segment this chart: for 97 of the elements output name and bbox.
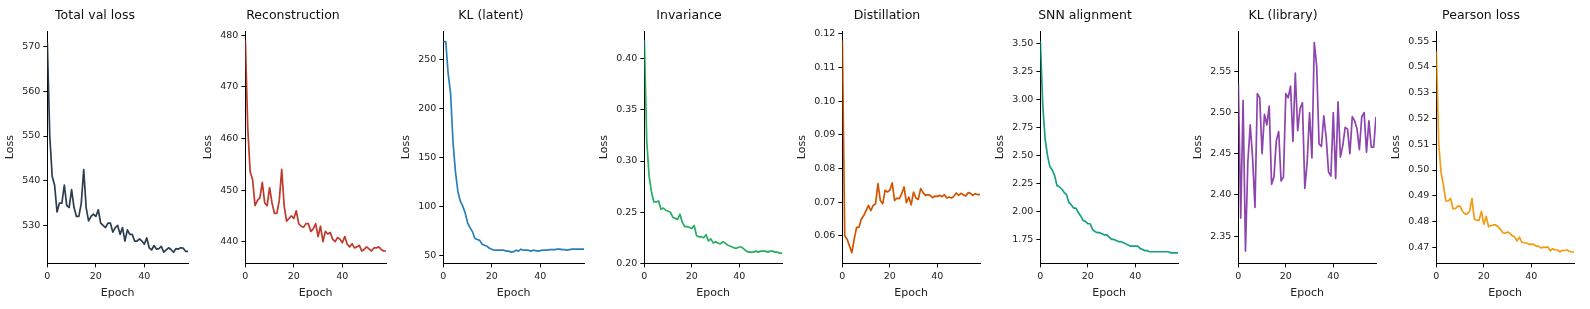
y-tick-label: 0.40 [616,52,638,64]
y-tick-label: 2.45 [1210,147,1232,159]
y-tick-label: 0.49 [1408,189,1430,201]
x-tick-label: 20 [1081,269,1094,281]
x-tick-label: 20 [1279,269,1292,281]
y-tick-label: 570 [22,40,41,52]
y-tick-label: 480 [220,28,239,40]
y-tick-label: 0.53 [1408,86,1430,98]
x-tick-label: 40 [1327,269,1340,281]
y-tick-label: 0.54 [1408,60,1430,72]
y-tick-label: 0.20 [616,256,638,268]
y-tick-label: 0.50 [1408,163,1430,175]
x-axis-title: Epoch [298,286,333,300]
y-tick-label: 0.11 [814,60,836,72]
x-tick-label: 40 [138,269,151,281]
y-tick-label: 200 [418,101,437,113]
y-tick-label: 3.50 [1012,36,1034,48]
x-tick-label: 0 [1235,269,1242,281]
x-tick-label: 20 [883,269,896,281]
x-axis-title: Epoch [1488,286,1523,300]
x-tick-label: 20 [685,269,698,281]
x-axis-title: Epoch [1290,286,1325,300]
x-tick-label: 20 [485,269,498,281]
y-tick-label: 0.06 [814,229,836,241]
y-tick-label: 2.35 [1210,229,1232,241]
y-tick-label: 2.25 [1012,176,1034,188]
y-tick-label: 0.09 [814,128,836,140]
x-tick-label: 0 [839,269,846,281]
y-tick-label: 440 [220,235,239,247]
x-tick-label: 40 [1525,269,1538,281]
chart-title: KL (latent) [458,6,524,22]
y-tick-label: 0.35 [616,103,638,115]
y-tick-label: 0.48 [1408,215,1430,227]
x-tick-label: 20 [1477,269,1490,281]
x-axis-title: Epoch [1092,286,1127,300]
y-tick-label: 2.50 [1210,106,1232,118]
chart-title: Distillation [853,6,921,22]
x-tick-label: 40 [336,269,349,281]
y-axis-title: Loss [399,134,413,160]
y-tick-label: 0.51 [1408,137,1430,149]
y-tick-label: 0.08 [814,161,836,173]
y-tick-label: 550 [22,129,41,141]
x-tick-label: 20 [89,269,102,281]
y-tick-label: 0.10 [814,94,836,106]
x-tick-label: 40 [534,269,547,281]
x-tick-label: 40 [1129,269,1142,281]
x-tick-label: 0 [641,269,648,281]
x-tick-label: 20 [287,269,300,281]
y-tick-label: 0.25 [616,205,638,217]
y-axis-title: Loss [201,134,215,160]
x-tick-label: 40 [931,269,944,281]
y-tick-label: 2.00 [1012,204,1034,216]
y-tick-label: 2.40 [1210,188,1232,200]
y-tick-label: 2.50 [1012,148,1034,160]
chart-title: KL (library) [1248,6,1318,22]
x-axis-title: Epoch [496,286,531,300]
y-axis-title: Loss [993,134,1007,160]
chart-title: Invariance [656,6,723,22]
y-tick-label: 1.75 [1012,232,1034,244]
y-tick-label: 460 [220,131,239,143]
y-axis-title: Loss [1191,134,1205,160]
y-tick-label: 450 [220,183,239,195]
x-tick-label: 0 [440,269,447,281]
x-axis-title: Epoch [894,286,929,300]
chart-title: Pearson loss [1442,6,1520,22]
x-axis-title: Epoch [696,286,731,300]
y-tick-label: 470 [220,80,239,92]
x-tick-label: 0 [1433,269,1440,281]
y-tick-label: 50 [424,248,437,260]
y-tick-label: 100 [418,199,437,211]
y-tick-label: 0.47 [1408,240,1430,252]
y-tick-label: 0.12 [814,27,836,39]
y-tick-label: 250 [418,52,437,64]
chart-title: SNN alignment [1038,6,1132,22]
y-tick-label: 0.30 [616,154,638,166]
y-tick-label: 150 [418,150,437,162]
x-tick-label: 0 [242,269,249,281]
x-tick-label: 0 [1037,269,1044,281]
y-tick-label: 3.25 [1012,64,1034,76]
y-tick-label: 2.55 [1210,64,1232,76]
y-tick-label: 0.07 [814,195,836,207]
y-axis-title: Loss [795,134,809,160]
chart-title: Reconstruction [246,6,340,22]
y-tick-label: 0.55 [1408,34,1430,46]
x-tick-label: 40 [733,269,746,281]
x-axis-title: Epoch [100,286,135,300]
chart-title: Total val loss [54,6,135,22]
y-axis-title: Loss [1389,134,1403,160]
y-tick-label: 2.75 [1012,120,1034,132]
x-tick-label: 0 [44,269,51,281]
y-tick-label: 540 [22,174,41,186]
y-tick-label: 3.00 [1012,92,1034,104]
y-axis-title: Loss [3,134,17,160]
y-tick-label: 560 [22,84,41,96]
y-axis-title: Loss [597,134,611,160]
y-tick-label: 0.52 [1408,111,1430,123]
y-tick-label: 530 [22,218,41,230]
